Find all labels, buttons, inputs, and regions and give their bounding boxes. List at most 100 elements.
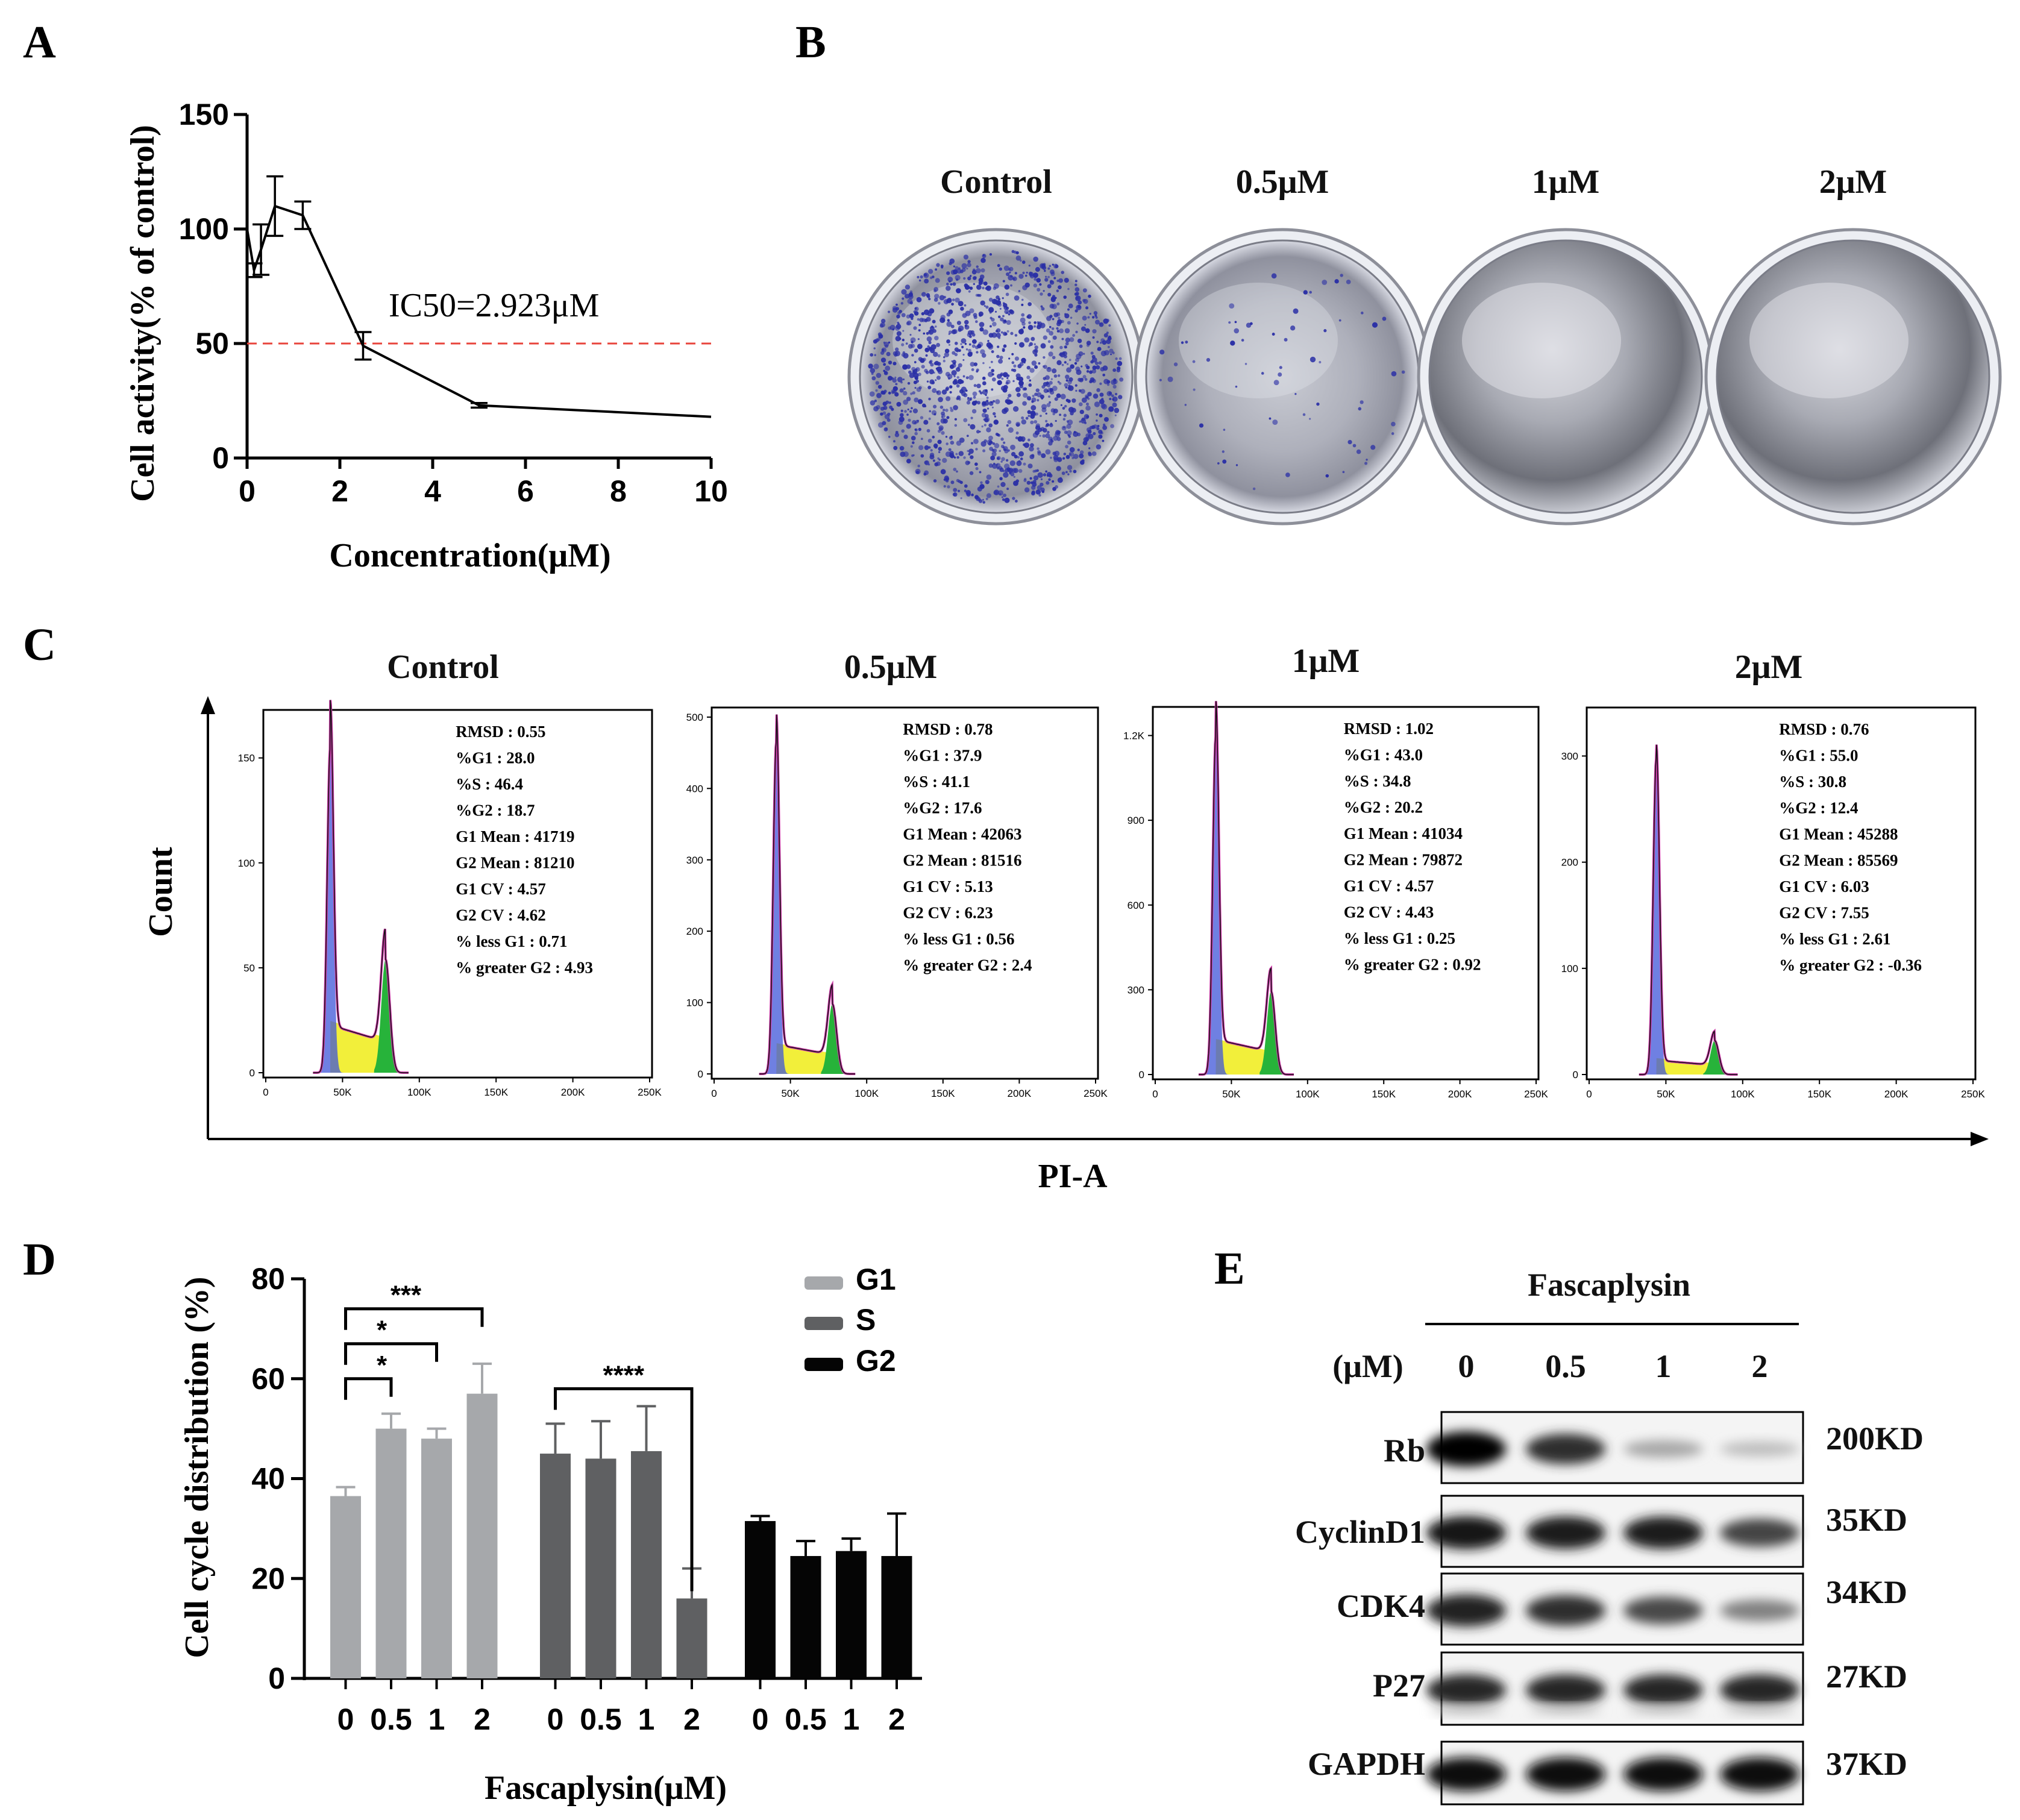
colony-dot [940,264,944,268]
colony-dot [952,282,956,286]
colony-dot [909,313,914,319]
colony-dot [1015,431,1019,435]
western-band-Rb-0 [1426,1431,1506,1467]
colony-dot [975,320,978,324]
colony-dot [962,359,965,361]
colony-dot [971,493,974,497]
colony-dot [955,266,959,270]
histogram-stat-2-0: RMSD : 1.02 [1344,720,1434,738]
colony-dot [935,268,938,271]
colony-dot [1072,334,1076,337]
western-band-faint [1430,1706,1502,1715]
colony-dot [876,392,882,398]
colony-dot [1031,400,1034,403]
colony-dot [875,389,878,392]
colony-dot [953,265,955,268]
colony-dot [1035,388,1040,392]
colony-dot [1005,399,1009,404]
colony-dot [934,445,938,449]
colony-dot [1004,468,1009,473]
histogram-s-phase-fill [330,1021,386,1073]
colony-dot [930,449,933,452]
colony-dot [1085,405,1091,411]
western-lane-2: 1 [1655,1348,1672,1384]
colony-dot [993,299,999,305]
colony-dot [1100,436,1103,438]
histogram-xtick-label: 0 [1586,1088,1592,1100]
colony-dot [1096,413,1098,416]
colony-dot [1077,448,1080,451]
colony-dot [1099,399,1105,404]
colony-dot [1022,271,1025,275]
colony-dot [970,416,973,419]
colony-dot [1001,457,1005,462]
colony-dot [1045,433,1050,439]
colony-dot [978,390,982,393]
colony-dot [975,466,979,471]
colony-dot [970,362,975,367]
significance-bracket [344,1377,393,1400]
colony-dot [1020,457,1023,460]
colony-dot [968,448,974,454]
colony-dot [962,375,965,378]
colony-dot [965,310,971,316]
colony-dot [1002,470,1005,472]
colony-dot [1112,384,1117,389]
colony-dot [1082,298,1086,303]
colony-dot [938,397,943,403]
colony-dot [899,413,904,418]
colony-dot [1037,287,1041,292]
colony-dot [1045,425,1048,428]
colony-dot [1065,379,1068,382]
histogram-stat-1-2: %S : 41.1 [903,773,970,791]
colony-dot [969,471,974,475]
colony-dot [973,395,976,399]
colony-dot [1290,325,1296,331]
western-band-GAPDH-0 [1426,1757,1506,1792]
colony-dot [1027,415,1030,418]
colony-dot [1091,316,1095,319]
colony-dot [933,298,938,302]
colony-dot [1052,386,1058,391]
colony-dot [949,436,953,440]
colony-dot [999,450,1002,453]
colony-dot [883,427,888,431]
colony-dot [929,410,932,413]
colony-dot [1095,316,1098,319]
histogram-ytick-label: 300 [1561,750,1578,762]
colony-dot [978,277,983,283]
colony-dot [874,354,877,356]
colony-dot [1019,384,1023,389]
histogram-xtick-label: 200K [561,1087,585,1098]
colony-dot [1100,366,1105,372]
colony-dot [1012,276,1017,281]
colony-dot [902,378,905,381]
colony-dot [1031,360,1037,366]
colony-dot [996,328,1001,333]
colony-dot [903,391,908,396]
colony-dot [880,318,886,324]
colony-dot [1108,324,1111,327]
colony-dot [1032,432,1038,438]
histogram-title-0: Control [387,648,499,686]
colony-dot [909,372,915,378]
colony-dot [1000,317,1004,322]
panel-d-ytick-label: 20 [251,1561,285,1595]
colony-dot [955,341,958,345]
colony-dot [1041,385,1046,389]
colony-dot [1040,482,1044,487]
colony-dot [1034,345,1038,350]
colony-dot [928,330,932,333]
colony-dot [1084,378,1088,381]
colony-dot [1040,305,1043,308]
histogram-xtick-label: 50K [1222,1088,1241,1100]
colony-dot [1034,321,1037,324]
colony-dot [1063,453,1067,456]
colony-dot [982,389,988,395]
colony-label-1: 0.5μM [1236,163,1329,201]
colony-dot [1112,398,1114,401]
colony-dot [1033,256,1038,262]
colony-dot [1041,404,1047,410]
colony-dot [964,304,967,307]
colony-dot [1017,456,1020,459]
